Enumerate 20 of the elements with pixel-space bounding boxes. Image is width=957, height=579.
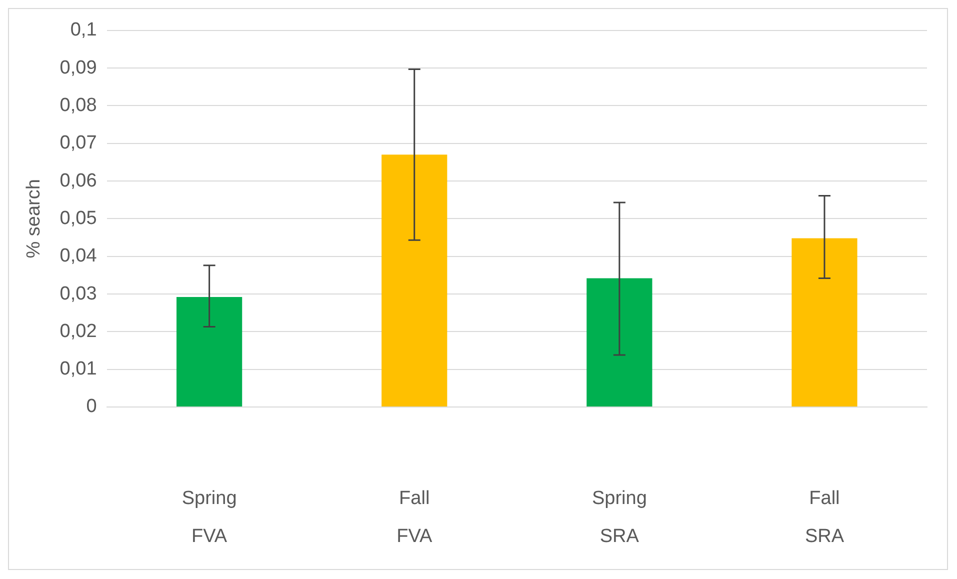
y-tick-label: 0,03 xyxy=(60,283,97,304)
y-tick-label: 0,09 xyxy=(60,57,97,78)
y-tick-label: 0,01 xyxy=(60,358,97,380)
bar xyxy=(176,297,242,406)
y-axis-title: % search xyxy=(24,179,45,258)
x-tick-label: Fall FVA xyxy=(396,488,432,548)
y-tick-label: 0 xyxy=(86,396,97,418)
y-tick-label: 0,1 xyxy=(70,20,97,41)
bar xyxy=(382,154,448,406)
y-tick-label: 0,08 xyxy=(60,94,97,116)
y-tick-label: 0,02 xyxy=(60,320,97,342)
y-tick-label: 0,05 xyxy=(60,208,97,229)
bar xyxy=(586,278,652,406)
bar xyxy=(792,238,858,406)
y-tick-label: 0,07 xyxy=(60,132,97,154)
x-tick-label: Spring SRA xyxy=(592,488,647,548)
y-tick-label: 0,04 xyxy=(60,246,98,267)
x-tick-label: Spring FVA xyxy=(182,488,237,548)
x-tick-label: Fall SRA xyxy=(804,488,844,548)
y-tick-label: 0,06 xyxy=(60,170,97,192)
